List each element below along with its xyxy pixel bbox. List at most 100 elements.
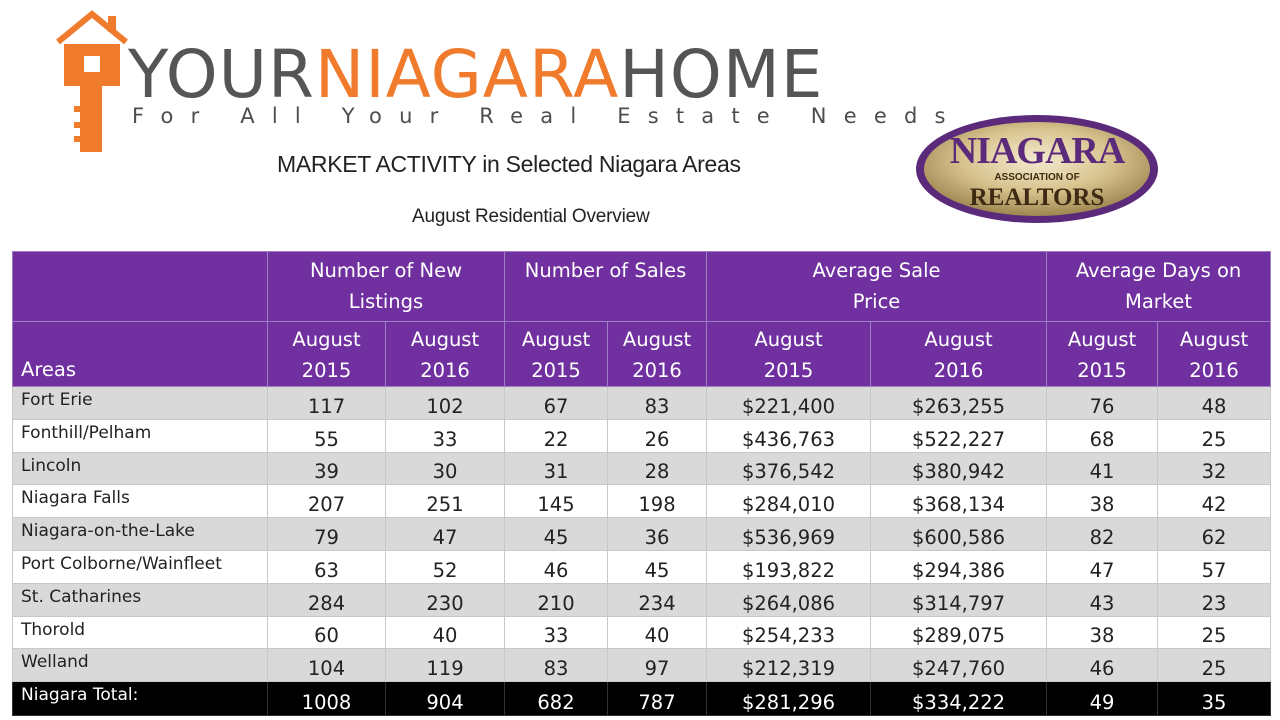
cell-price-2015: $536,969 xyxy=(706,517,872,551)
logo-word-your: YOUR xyxy=(128,36,315,113)
header-price-2016: August 2016 xyxy=(870,321,1048,387)
seal-line-realtors: REALTORS xyxy=(970,184,1105,211)
cell-price-2016: $263,255 xyxy=(870,386,1048,420)
cell-listings-2015: 284 xyxy=(267,582,386,617)
cell-listings-2016: 251 xyxy=(384,484,506,519)
cell-listings-2015: 104 xyxy=(267,648,386,683)
cell-dom-2015: 43 xyxy=(1046,582,1159,617)
logo-word-niagara: NIAGARA xyxy=(314,36,620,113)
cell-listings-2015: 63 xyxy=(267,549,386,584)
cell-dom-2016: 25 xyxy=(1157,418,1272,453)
page-title: MARKET ACTIVITY in Selected Niagara Area… xyxy=(277,151,741,177)
cell-listings-2016: 52 xyxy=(384,549,506,584)
cell-dom-2015: 47 xyxy=(1046,549,1159,584)
cell-listings-2016: 230 xyxy=(384,582,506,617)
cell-listings-2015: 39 xyxy=(267,451,386,486)
total-row: Niagara Total: 1008 904 682 787 $281,296… xyxy=(12,681,1272,717)
total-price-2015: $281,296 xyxy=(706,681,872,717)
seal-line-association: ASSOCIATION OF xyxy=(994,172,1079,183)
row-area: Welland xyxy=(12,648,268,683)
cell-sales-2016: 198 xyxy=(607,484,708,519)
cell-dom-2016: 62 xyxy=(1157,517,1272,551)
site-logo: YOURNIAGARAHOME For All Your Real Estate… xyxy=(56,10,945,160)
total-label: Niagara Total: xyxy=(12,681,268,717)
cell-sales-2015: 45 xyxy=(504,517,609,551)
logo-tagline: For All Your Real Estate Needs xyxy=(132,104,963,128)
realtors-association-seal: NIAGARA ASSOCIATION OF REALTORS xyxy=(916,115,1158,223)
cell-sales-2016: 26 xyxy=(607,418,708,453)
cell-dom-2016: 32 xyxy=(1157,451,1272,486)
cell-price-2015: $436,763 xyxy=(706,418,872,453)
cell-price-2016: $368,134 xyxy=(870,484,1048,519)
cell-sales-2016: 45 xyxy=(607,549,708,584)
cell-sales-2016: 28 xyxy=(607,451,708,486)
cell-listings-2016: 102 xyxy=(384,386,506,420)
cell-price-2015: $254,233 xyxy=(706,615,872,650)
cell-sales-2016: 40 xyxy=(607,615,708,650)
cell-sales-2015: 83 xyxy=(504,648,609,683)
cell-sales-2015: 33 xyxy=(504,615,609,650)
header-new-listings: Number of New Listings xyxy=(266,251,506,322)
cell-dom-2015: 68 xyxy=(1046,418,1159,453)
header-sales-2016: August 2016 xyxy=(607,321,708,387)
row-area: Thorold xyxy=(12,615,268,650)
cell-sales-2015: 145 xyxy=(504,484,609,519)
table-row: Fonthill/Pelham 55 33 22 26 $436,763 $52… xyxy=(12,418,1272,453)
cell-listings-2015: 79 xyxy=(267,517,386,551)
table-row: Fort Erie 117 102 67 83 $221,400 $263,25… xyxy=(12,386,1272,420)
header-listings-2015: August 2015 xyxy=(267,321,386,387)
cell-dom-2016: 23 xyxy=(1157,582,1272,617)
cell-listings-2016: 30 xyxy=(384,451,506,486)
cell-listings-2016: 40 xyxy=(384,615,506,650)
cell-sales-2015: 31 xyxy=(504,451,609,486)
row-area: Niagara-on-the-Lake xyxy=(12,517,268,551)
cell-dom-2015: 38 xyxy=(1046,615,1159,650)
cell-price-2016: $380,942 xyxy=(870,451,1048,486)
cell-price-2016: $247,760 xyxy=(870,648,1048,683)
cell-listings-2015: 117 xyxy=(267,386,386,420)
table-row: Niagara Falls 207 251 145 198 $284,010 $… xyxy=(12,484,1272,519)
table-row: St. Catharines 284 230 210 234 $264,086 … xyxy=(12,582,1272,617)
cell-dom-2016: 42 xyxy=(1157,484,1272,519)
cell-price-2016: $294,386 xyxy=(870,549,1048,584)
cell-price-2015: $212,319 xyxy=(706,648,872,683)
header-price-2015: August 2015 xyxy=(706,321,872,387)
row-area: Fonthill/Pelham xyxy=(12,418,268,453)
cell-sales-2015: 22 xyxy=(504,418,609,453)
header-areas: Areas xyxy=(12,321,268,387)
header-sales-2015: August 2015 xyxy=(504,321,609,387)
row-area: Niagara Falls xyxy=(12,484,268,519)
logo-wordmark: YOURNIAGARAHOME xyxy=(128,40,824,110)
cell-listings-2015: 55 xyxy=(267,418,386,453)
cell-price-2016: $289,075 xyxy=(870,615,1048,650)
cell-dom-2016: 25 xyxy=(1157,648,1272,683)
logo-word-home: HOME xyxy=(619,36,824,113)
cell-price-2016: $314,797 xyxy=(870,582,1048,617)
cell-dom-2015: 38 xyxy=(1046,484,1159,519)
cell-sales-2015: 67 xyxy=(504,386,609,420)
header-dom-2015: August 2015 xyxy=(1046,321,1159,387)
row-area: Fort Erie xyxy=(12,386,268,420)
cell-sales-2016: 36 xyxy=(607,517,708,551)
total-price-2016: $334,222 xyxy=(870,681,1048,717)
house-key-icon xyxy=(56,10,128,152)
cell-price-2015: $376,542 xyxy=(706,451,872,486)
cell-listings-2016: 33 xyxy=(384,418,506,453)
cell-dom-2016: 57 xyxy=(1157,549,1272,584)
cell-listings-2016: 119 xyxy=(384,648,506,683)
total-dom-2016: 35 xyxy=(1157,681,1272,717)
table-row: Port Colborne/Wainfleet 63 52 46 45 $193… xyxy=(12,549,1272,584)
row-area: Port Colborne/Wainfleet xyxy=(12,549,268,584)
cell-dom-2016: 25 xyxy=(1157,615,1272,650)
total-listings-2015: 1008 xyxy=(267,681,386,717)
cell-price-2016: $522,227 xyxy=(870,418,1048,453)
table-row: Thorold 60 40 33 40 $254,233 $289,075 38… xyxy=(12,615,1272,650)
cell-price-2016: $600,586 xyxy=(870,517,1048,551)
cell-sales-2016: 97 xyxy=(607,648,708,683)
cell-listings-2016: 47 xyxy=(384,517,506,551)
cell-listings-2015: 207 xyxy=(267,484,386,519)
row-area: Lincoln xyxy=(12,451,268,486)
row-area: St. Catharines xyxy=(12,582,268,617)
header-blank xyxy=(12,251,268,322)
cell-price-2015: $221,400 xyxy=(706,386,872,420)
